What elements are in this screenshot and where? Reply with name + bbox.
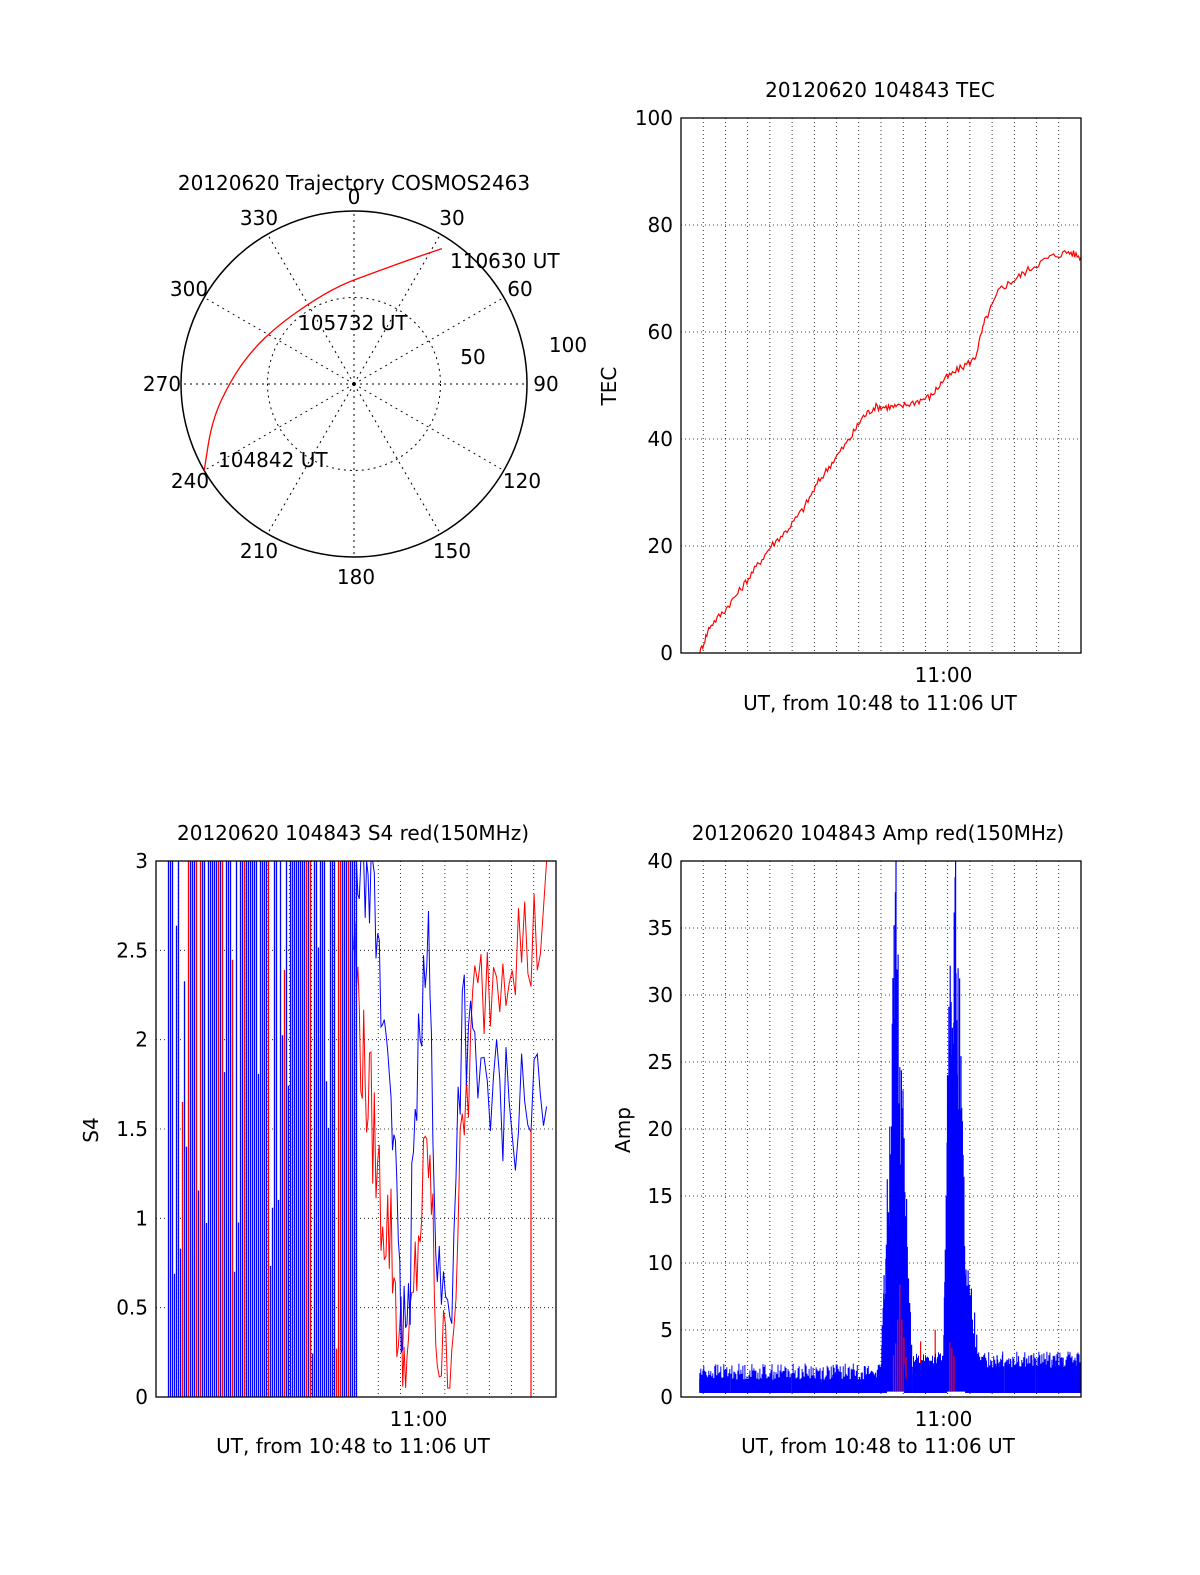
polar-azimuth-label: 210 (240, 539, 278, 563)
tec-series-line (699, 250, 1082, 654)
s4-plot: 20120620 104843 S4 red(150MHz) UT, from … (79, 821, 557, 1458)
polar-title: 20120620 Trajectory COSMOS2463 (178, 171, 530, 195)
tec-x-tick-label: 11:00 (915, 663, 973, 687)
tec-plot-frame (680, 117, 1082, 654)
tec-y-tick-label: 20 (648, 534, 673, 558)
polar-azimuth-label: 330 (240, 206, 278, 230)
s4-y-tick-label: 3 (135, 849, 148, 873)
polar-azimuth-label: 60 (507, 277, 532, 301)
amp-y-tick-label: 30 (648, 983, 673, 1007)
polar-azimuth-label: 180 (337, 565, 375, 589)
polar-spoke (353, 297, 505, 385)
amp-x-tick-label: 11:00 (915, 1407, 973, 1431)
polar-inner-circle (267, 297, 441, 471)
tec-plot: 20120620 104843 TEC UT, from 10:48 to 11… (597, 78, 1082, 715)
s4-y-tick-label: 0.5 (116, 1296, 148, 1320)
polar-azimuth-label: 30 (439, 206, 464, 230)
tec-ylabel: TEC (597, 367, 621, 407)
s4-y-tick-label: 0 (135, 1385, 148, 1409)
polar-azimuth-label: 150 (433, 539, 471, 563)
s4-title: 20120620 104843 S4 red(150MHz) (177, 821, 529, 845)
polar-spoke (353, 383, 505, 471)
s4-series-line (353, 860, 548, 1389)
amp-ylabel: Amp (611, 1107, 635, 1153)
amp-y-tick-label: 5 (660, 1318, 673, 1342)
amp-series-line (699, 861, 1080, 1392)
polar-spoke (353, 233, 441, 385)
s4-noise-red (181, 861, 350, 1397)
s4-y-tick-label: 2 (135, 1028, 148, 1052)
amp-plot-frame (680, 860, 1082, 1398)
tec-y-tick-label: 40 (648, 427, 673, 451)
s4-ylabel: S4 (79, 1117, 103, 1142)
amp-y-tick-label: 0 (660, 1385, 673, 1409)
s4-y-tick-label: 2.5 (116, 938, 148, 962)
s4-series-line (353, 860, 548, 1353)
amp-baseline-noise (699, 1351, 1081, 1393)
amp-y-tick-label: 20 (648, 1117, 673, 1141)
polar-spoke (203, 297, 355, 385)
polar-azimuth-label: 300 (170, 277, 208, 301)
polar-spoke (203, 383, 355, 471)
polar-trajectory-line (203, 247, 443, 471)
tec-y-tick-label: 0 (660, 641, 673, 665)
s4-y-tick-label: 1 (135, 1206, 148, 1230)
polar-azimuth-label: 0 (348, 185, 361, 209)
polar-azimuth-label: 90 (533, 372, 558, 396)
polar-azimuth-label: 120 (503, 469, 541, 493)
amp-y-tick-label: 40 (648, 849, 673, 873)
tec-xlabel: UT, from 10:48 to 11:06 UT (743, 691, 1018, 715)
tec-y-tick-label: 100 (635, 106, 673, 130)
polar-time-annotation: 105732 UT (298, 311, 408, 335)
polar-trajectory-plot: 20120620 Trajectory COSMOS2463 0 30 60 90 12… (143, 171, 587, 589)
amp-y-tick-label: 25 (648, 1050, 673, 1074)
s4-xlabel: UT, from 10:48 to 11:06 UT (216, 1434, 491, 1458)
s4-noise-blue (167, 861, 358, 1397)
polar-spoke (267, 233, 355, 385)
polar-azimuth-label: 240 (171, 469, 209, 493)
polar-spoke (267, 383, 355, 535)
amp-title: 20120620 104843 Amp red(150MHz) (692, 821, 1064, 845)
s4-plot-frame (155, 860, 557, 1398)
amp-y-tick-label: 35 (648, 916, 673, 940)
tec-title: 20120620 104843 TEC (765, 78, 995, 102)
polar-spoke (353, 383, 441, 535)
s4-x-tick-label: 11:00 (390, 1407, 448, 1431)
tec-y-tick-label: 60 (648, 320, 673, 344)
polar-azimuth-label: 270 (143, 372, 181, 396)
amp-xlabel: UT, from 10:48 to 11:06 UT (741, 1434, 1016, 1458)
polar-radial-label: 50 (460, 345, 485, 369)
amp-y-tick-label: 10 (648, 1251, 673, 1275)
polar-radial-label: 100 (549, 333, 587, 357)
polar-time-annotation: 104842 UT (218, 448, 328, 472)
polar-outer-circle (180, 210, 528, 558)
tec-y-tick-label: 80 (648, 213, 673, 237)
polar-time-annotation: 110630 UT (450, 249, 560, 273)
amp-plot: 20120620 104843 Amp red(150MHz) UT, from… (611, 821, 1082, 1458)
amp-y-tick-label: 15 (648, 1184, 673, 1208)
s4-y-tick-label: 1.5 (116, 1117, 148, 1141)
